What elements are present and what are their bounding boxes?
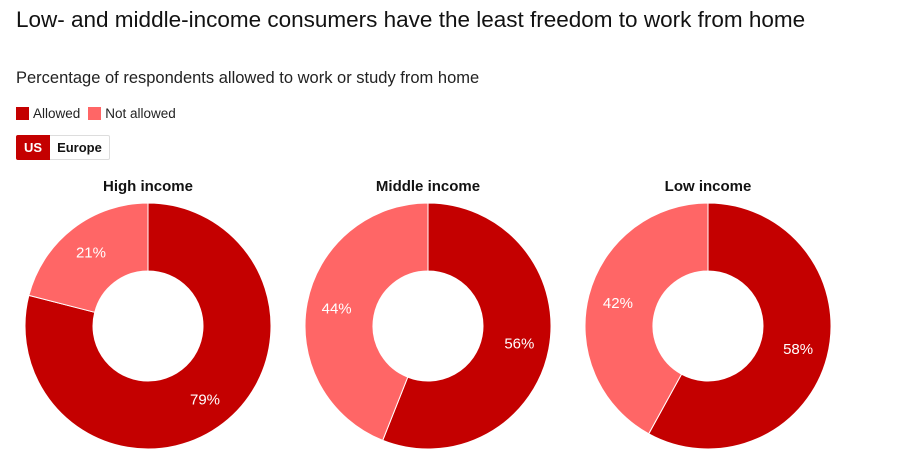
- donut-title: Low income: [664, 178, 752, 195]
- legend: Allowed Not allowed: [16, 106, 184, 121]
- slice-value-label: 56%: [504, 335, 534, 352]
- legend-swatch-allowed: [16, 107, 29, 120]
- chart-title: Low- and middle-income consumers have th…: [16, 7, 806, 32]
- donut-slice-not-allowed[interactable]: [304, 202, 429, 442]
- slice-value-label: 58%: [783, 341, 813, 358]
- legend-label: Not allowed: [105, 106, 176, 121]
- donut-slice-allowed[interactable]: [382, 202, 552, 450]
- donut-svg: 79% 21%: [24, 202, 272, 450]
- legend-item-not-allowed: Not allowed: [88, 106, 176, 121]
- legend-label: Allowed: [33, 106, 81, 121]
- donut-title: High income: [102, 178, 193, 195]
- region-button-europe[interactable]: Europe: [50, 135, 110, 160]
- slice-value-label: 44%: [322, 301, 352, 318]
- donut-chart-low-income: Low income 58% 42%: [568, 178, 848, 458]
- slice-value-label: 21%: [76, 245, 106, 262]
- slice-value-label: 79%: [190, 391, 220, 408]
- donut-title: Middle income: [375, 178, 481, 195]
- legend-swatch-not-allowed: [88, 107, 102, 120]
- region-button-us[interactable]: US: [16, 135, 51, 160]
- donut-slice-not-allowed[interactable]: [28, 202, 149, 313]
- chart-subtitle: Percentage of respondents allowed to wor…: [16, 69, 480, 87]
- donut-slice-allowed[interactable]: [648, 202, 832, 450]
- donut-slice-allowed[interactable]: [24, 202, 272, 450]
- slice-value-label: 42%: [603, 295, 633, 312]
- donut-chart-middle-income: Middle income 56% 44%: [288, 178, 568, 458]
- region-toggle: US Europe: [16, 135, 110, 160]
- donut-slice-not-allowed[interactable]: [584, 202, 709, 435]
- donut-chart-high-income: High income 79% 21%: [8, 178, 288, 458]
- legend-item-allowed: Allowed: [16, 106, 80, 121]
- donut-svg: 56% 44%: [304, 202, 552, 450]
- donut-svg: 58% 42%: [584, 202, 832, 450]
